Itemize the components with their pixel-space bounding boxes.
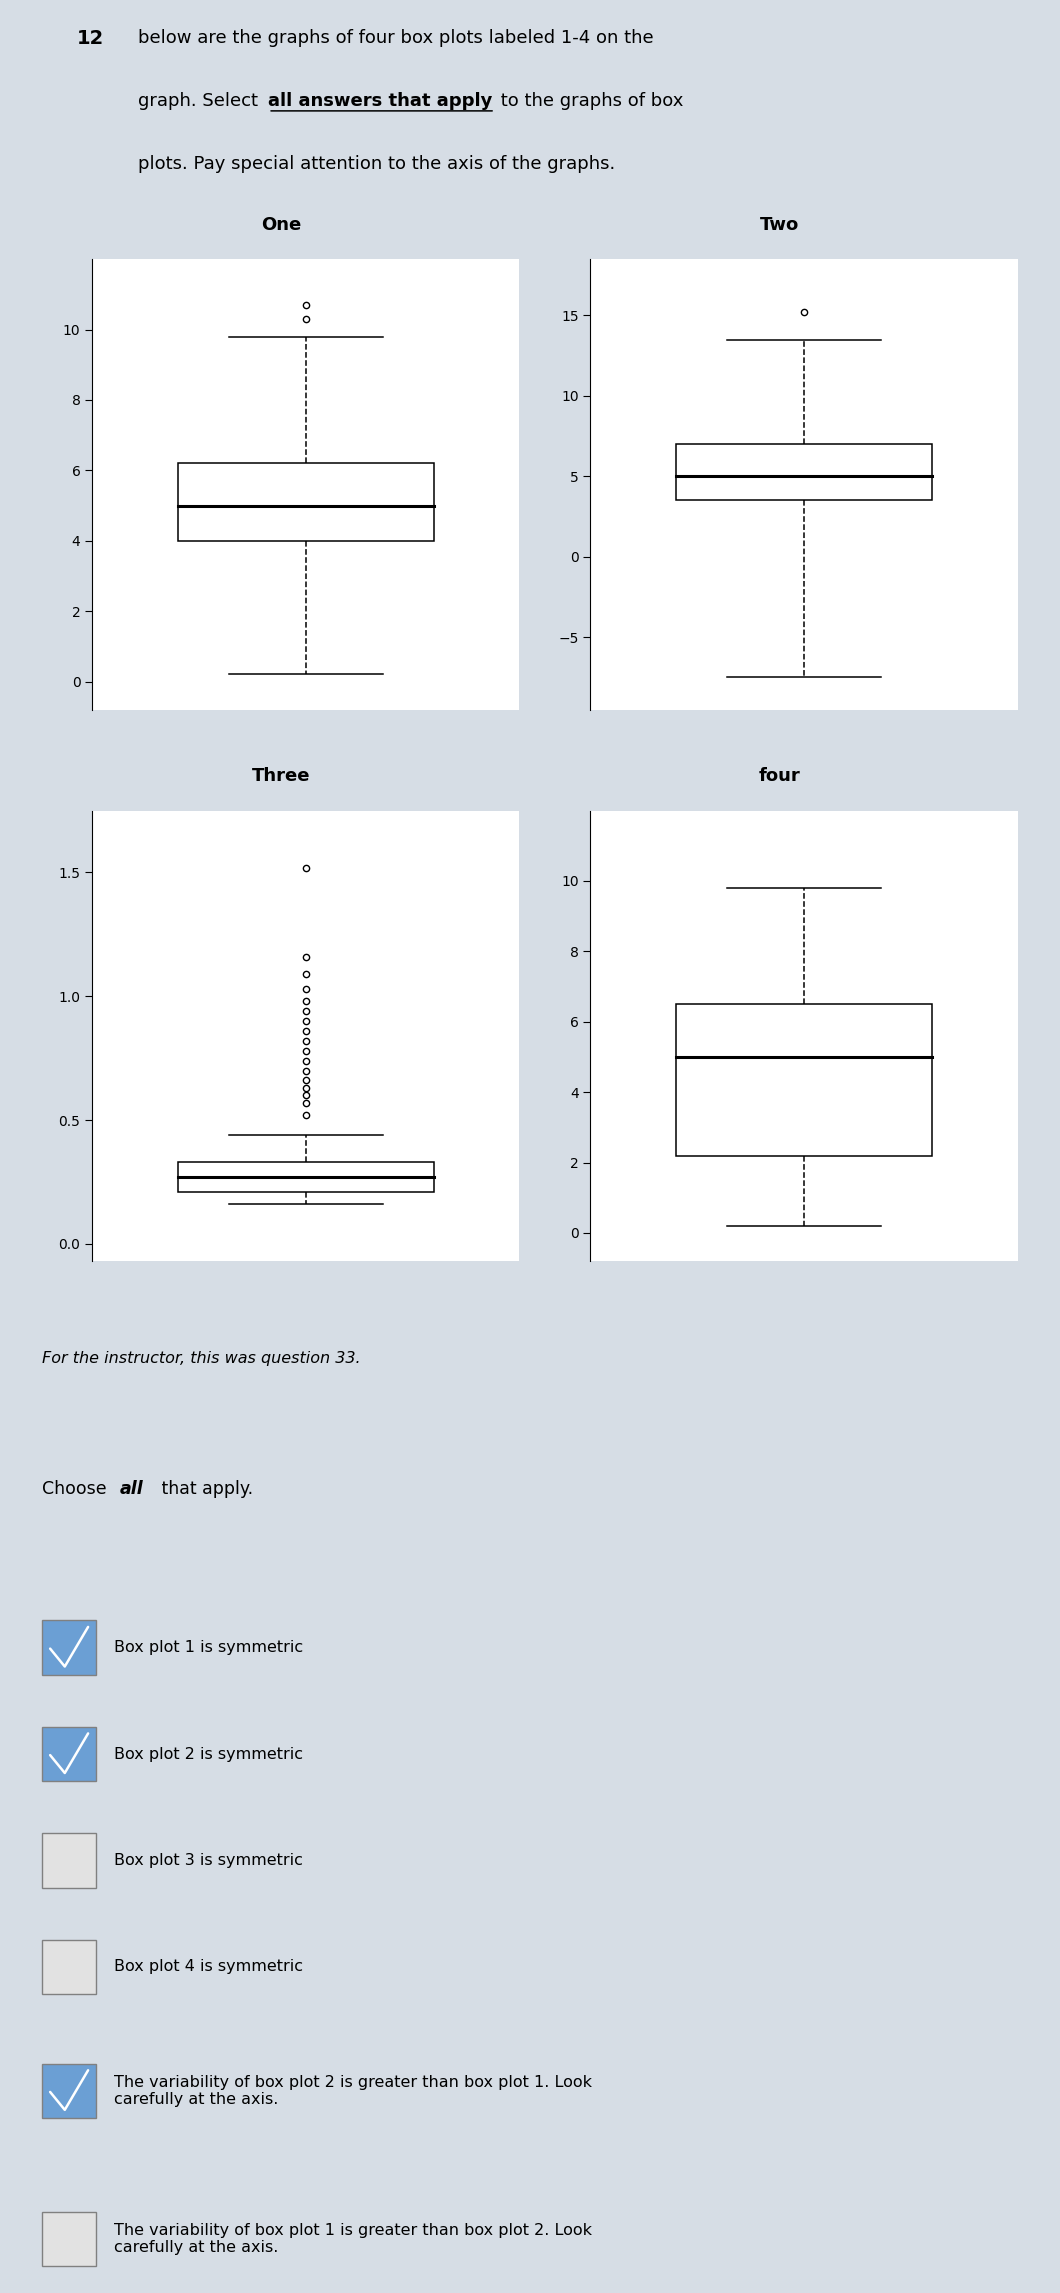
Text: Two: Two	[759, 216, 799, 234]
Text: Box plot 2 is symmetric: Box plot 2 is symmetric	[114, 1747, 303, 1761]
Text: The variability of box plot 1 is greater than box plot 2. Look
carefully at the : The variability of box plot 1 is greater…	[114, 2222, 593, 2254]
Text: For the instructor, this was question 33.: For the instructor, this was question 33…	[42, 1351, 360, 1367]
Bar	[42, 1940, 96, 1995]
Text: below are the graphs of four box plots labeled 1-4 on the: below are the graphs of four box plots l…	[138, 30, 653, 48]
Text: all answers that apply: all answers that apply	[268, 92, 493, 110]
Text: plots. Pay special attention to the axis of the graphs.: plots. Pay special attention to the axis…	[138, 156, 615, 174]
Text: to the graphs of box: to the graphs of box	[495, 92, 684, 110]
Bar	[42, 1621, 96, 1674]
Bar	[676, 445, 932, 500]
Text: that apply.: that apply.	[156, 1479, 253, 1497]
Text: four: four	[758, 766, 800, 784]
Text: Box plot 3 is symmetric: Box plot 3 is symmetric	[114, 1853, 303, 1869]
Text: graph. Select: graph. Select	[138, 92, 264, 110]
Bar	[42, 2213, 96, 2265]
Bar	[676, 1004, 932, 1156]
Text: Three: Three	[251, 766, 311, 784]
Text: One: One	[261, 216, 301, 234]
Text: all: all	[120, 1479, 143, 1497]
Text: The variability of box plot 2 is greater than box plot 1. Look
carefully at the : The variability of box plot 2 is greater…	[114, 2075, 593, 2107]
Text: 12: 12	[76, 30, 104, 48]
Bar	[178, 1163, 434, 1192]
Bar	[178, 463, 434, 541]
Bar	[42, 1727, 96, 1782]
Text: Choose: Choose	[42, 1479, 112, 1497]
Bar	[42, 1834, 96, 1887]
Bar	[42, 2064, 96, 2119]
Text: Box plot 1 is symmetric: Box plot 1 is symmetric	[114, 1639, 303, 1656]
Text: Box plot 4 is symmetric: Box plot 4 is symmetric	[114, 1961, 303, 1974]
